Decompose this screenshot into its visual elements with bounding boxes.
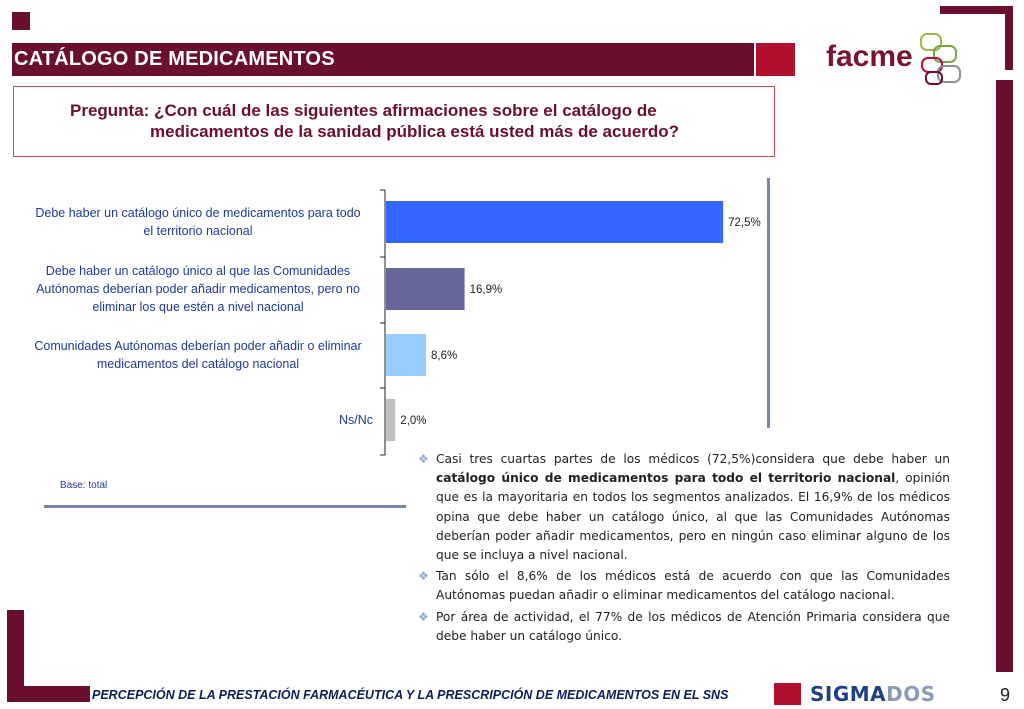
category-label-3-line-1: Comunidades Autónomas deberían poder aña… [34,339,361,353]
question-line-1: Pregunta: ¿Con cuál de las siguientes af… [70,101,657,120]
commentary-bullet-2: ❖ Tan sólo el 8,6% de los médicos está de… [418,567,950,605]
bar-3 [386,334,426,376]
bar-4 [386,399,396,441]
bullet-1-text: Casi tres cuartas partes de los médicos … [436,452,950,466]
sigmados-logo: SIGMADOS [810,682,936,706]
category-label-4-line-1: Ns/Nc [339,413,373,427]
question-text: Pregunta: ¿Con cuál de las siguientes af… [70,100,750,142]
commentary-bullet-1: ❖ Casi tres cuartas partes de los médicos… [418,450,950,565]
title-bar [12,43,754,76]
sigmados-logo-part-b: DOS [886,682,936,706]
frame-corner-top-right [940,6,1013,14]
footer-text: PERCEPCIÓN DE LA PRESTACIÓN FARMACÉUTICA… [92,688,729,702]
bullet-1-text-end: , opinión que es la mayoritaria en todos… [436,471,950,563]
base-divider [44,505,406,508]
diamond-bullet-icon: ❖ [418,452,429,466]
chart-frame-edge [767,178,770,428]
question-line-2: medicamentos de la sanidad pública está … [150,122,680,141]
frame-right-bar [996,80,1013,672]
page-number: 9 [1000,685,1011,705]
category-label-1-line-1: Debe haber un catálogo único de medicame… [35,206,360,220]
category-label-2-line-3: eliminar los que estén a nivel nacional [92,300,303,314]
frame-corner-bottom-left-horizontal [7,686,90,702]
data-label-3: 8,6% [431,350,457,362]
facme-logo: facme [826,33,961,85]
data-label-1: 72,5% [728,217,761,229]
page-title: CATÁLOGO DE MEDICAMENTOS [14,48,335,70]
sigmados-logo-part-a: SIGMA [810,682,887,706]
data-label-2: 16,9% [470,284,503,296]
facme-logo-text: facme [826,40,913,73]
commentary: ❖ Casi tres cuartas partes de los médicos… [418,450,950,648]
base-note: Base: total [60,480,108,491]
category-label-3-line-2: medicamentos del catálogo nacional [97,357,299,371]
frame-corner-bottom-left [7,610,24,702]
question-box [13,86,775,157]
category-label-2-line-2: Autónomas deberían poder añadir medicame… [36,282,360,296]
bar-2 [386,268,465,310]
bullet-1-bold: catálogo único de medicamentos para todo… [436,471,896,486]
diamond-bullet-icon: ❖ [418,569,429,584]
category-label-1-line-2: el territorio nacional [143,224,252,238]
bar-1 [386,201,724,243]
bullet-2-text: Tan sólo el 8,6% de los médicos está de … [436,569,950,603]
diamond-bullet-icon: ❖ [418,609,429,624]
commentary-bullet-3: ❖ Por área de actividad, el 77% de los m… [418,608,950,646]
corner-square-top-left [12,12,30,30]
footer-accent-square [774,683,801,705]
frame-corner-top-right-vertical [1005,6,1013,70]
data-label-4: 2,0% [400,415,426,427]
title-accent-square [756,43,795,76]
category-label-2-line-1: Debe haber un catálogo único al que las … [46,264,350,278]
bullet-3-text: Por área de actividad, el 77% de los méd… [436,609,950,643]
